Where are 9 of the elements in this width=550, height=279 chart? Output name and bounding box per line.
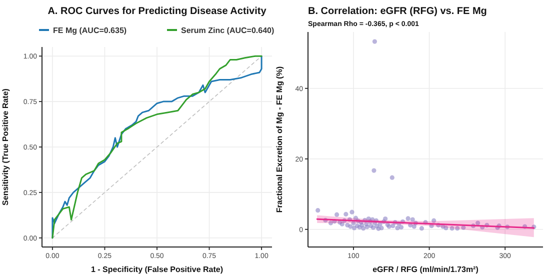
chart-title: A. ROC Curves for Predicting Disease Activity	[48, 6, 267, 17]
chart-title: B. Correlation: eGFR (RFG) vs. FE Mg	[308, 6, 487, 17]
legend-label: Serum Zinc (AUC=0.640)	[181, 26, 274, 35]
legend-label: FE Mg (AUC=0.635)	[53, 26, 127, 35]
x-axis-title: 1 - Specificity (False Positive Rate)	[90, 265, 224, 274]
line-series	[316, 218, 535, 229]
x-axis-title: eGFR / RFG (ml/min/1.73m²)	[372, 265, 479, 274]
y-axis-title: Fractional Excretion of Mg - FE Mg (%)	[275, 66, 284, 213]
y-axis-title: Sensitivity (True Positive Rate)	[1, 88, 10, 206]
